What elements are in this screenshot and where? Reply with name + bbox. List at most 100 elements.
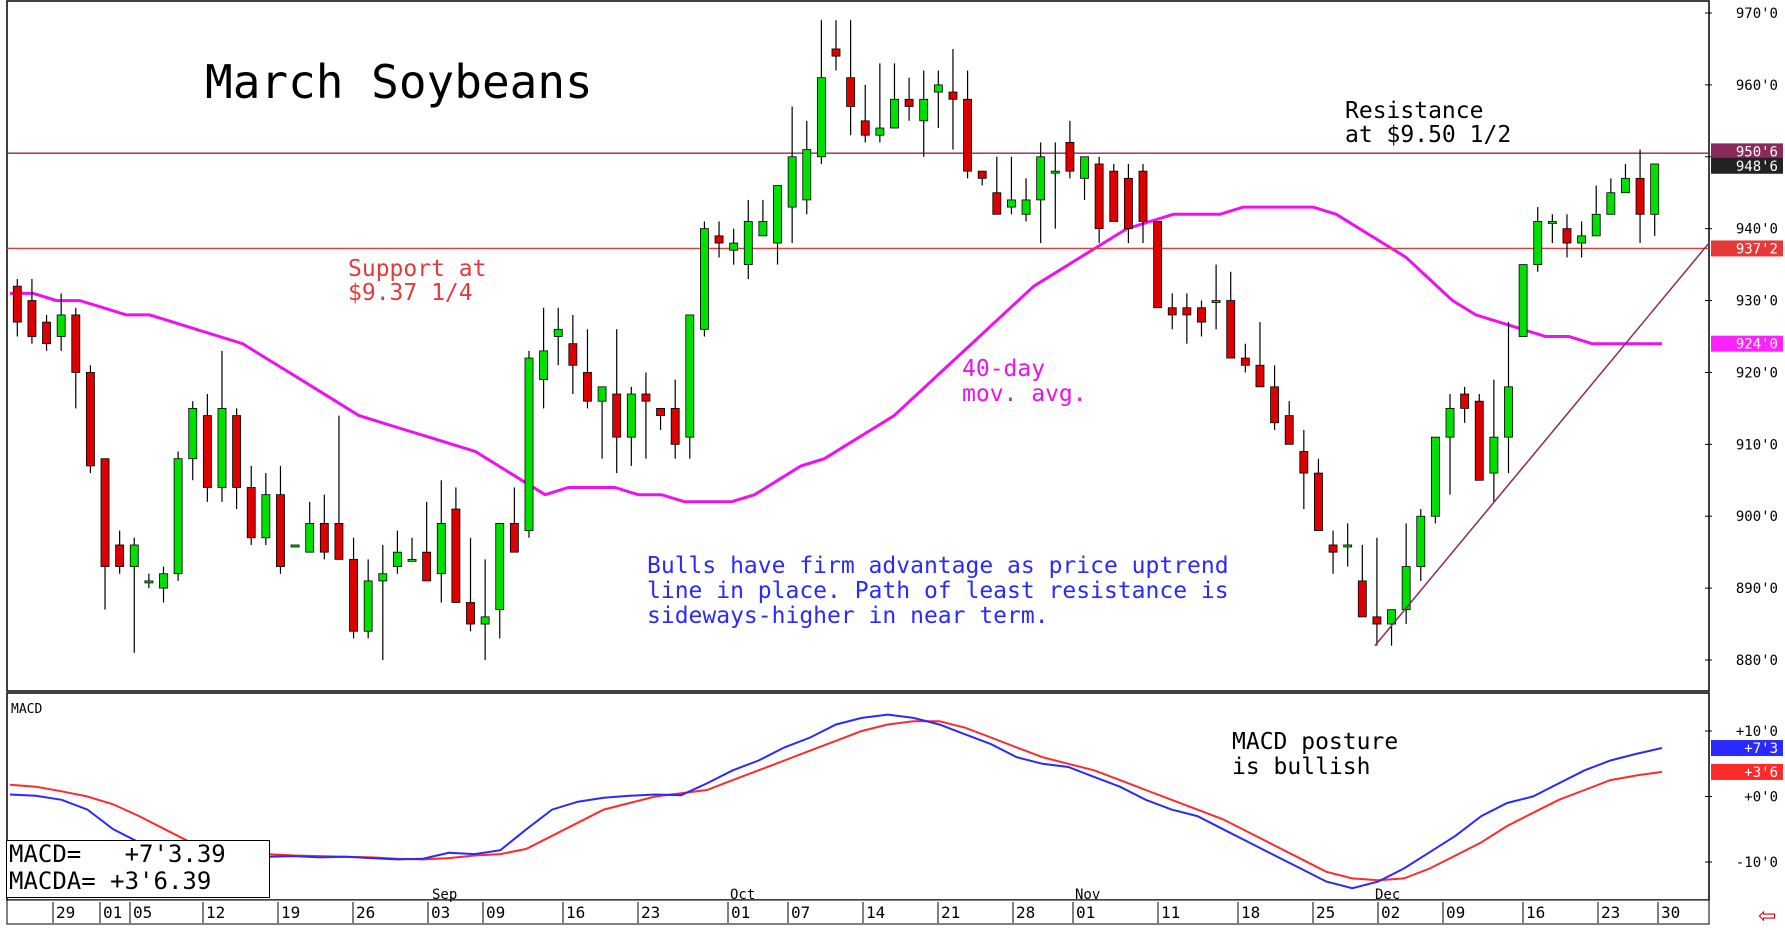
date-tick-label: 16 — [566, 903, 585, 922]
candle-body — [392, 551, 402, 567]
scroll-left-arrow-icon[interactable]: ⇦ — [1758, 904, 1777, 929]
candle-body — [1299, 451, 1309, 474]
candle-body — [1036, 156, 1046, 201]
candle-body — [948, 91, 958, 100]
price-tag-label: 924'0 — [1736, 337, 1778, 353]
candle-body — [1138, 170, 1148, 222]
candle-body — [305, 523, 315, 553]
macd-line — [9, 713, 1663, 890]
candle-body — [1635, 177, 1645, 215]
macd-tick-label: -10'0 — [1736, 855, 1778, 871]
candle-body — [1460, 393, 1470, 409]
candle-body — [1401, 566, 1411, 611]
uptrend-line — [1374, 242, 1710, 647]
date-tick-label: 11 — [1161, 903, 1180, 922]
price-tick-label: 890'0 — [1736, 581, 1778, 597]
comment-line-2: line in place. Path of least resistance … — [647, 578, 1229, 604]
candle-body — [1211, 300, 1221, 303]
candle-body — [319, 523, 329, 553]
candle-body — [1504, 386, 1513, 438]
date-tick-label: 16 — [1526, 903, 1545, 922]
macd-tag-label: +7'3 — [1744, 741, 1778, 757]
candle-body — [1226, 300, 1236, 359]
date-tick-label: 29 — [56, 903, 75, 922]
date-tick-label: 14 — [866, 903, 885, 922]
candle-body — [1240, 357, 1250, 366]
date-tick-label: 23 — [641, 903, 660, 922]
candle-body — [129, 544, 139, 567]
candle-body — [816, 77, 826, 158]
candle-body — [992, 192, 1002, 215]
candle-body — [700, 228, 709, 330]
candle-body — [714, 235, 724, 244]
candle-body — [159, 573, 168, 589]
macd-tick-label: +0'0 — [1744, 790, 1778, 806]
macd-annotation-2: is bullish — [1232, 754, 1370, 780]
candle-body — [422, 551, 432, 582]
macda-readout: MACDA= +3'6.39 — [9, 867, 212, 895]
candle-body — [480, 616, 490, 625]
candle-body — [656, 407, 665, 416]
resistance-label-1: Resistance — [1345, 98, 1483, 124]
candle-body — [1094, 163, 1104, 230]
candle-body — [12, 285, 22, 323]
candle-body — [217, 407, 227, 488]
candle-body — [1562, 228, 1572, 244]
candle-body — [875, 127, 885, 136]
candle-body — [407, 558, 417, 562]
candle-body — [349, 558, 358, 632]
date-axis: 29 01 05 12 19 26 03 09 16 23 01 07 14 21 28 01 11 18 25 02… — [52, 887, 1680, 923]
macd-tag-bg — [1711, 740, 1783, 757]
price-tag-label: 950'6 — [1736, 144, 1778, 160]
ma-label-1: 40-day — [962, 356, 1045, 382]
candle-body — [919, 98, 929, 122]
price-tag-label: 948'6 — [1736, 159, 1778, 175]
candle-body — [612, 393, 622, 438]
candle-body — [27, 300, 37, 337]
support-resistance-lines — [7, 152, 1709, 250]
candle-body — [246, 487, 256, 539]
candlesticks — [12, 20, 1660, 660]
candle-body — [85, 372, 95, 467]
date-tick-label: 01 — [731, 903, 750, 922]
resistance-label-2: at $9.50 1/2 — [1345, 122, 1511, 148]
price-tag-bg — [1711, 143, 1783, 160]
candle-body — [758, 221, 768, 237]
candle-body — [963, 98, 972, 172]
candle-body — [641, 393, 651, 402]
date-tick-label: 05 — [133, 903, 152, 922]
candle-body — [802, 149, 812, 201]
candle-body — [1109, 170, 1119, 222]
candle-body — [363, 580, 373, 632]
date-tick-label: 07 — [791, 903, 810, 922]
candle-body — [1167, 307, 1177, 316]
candle-body — [597, 386, 607, 402]
candle-body — [56, 314, 66, 337]
candle-body — [1387, 609, 1396, 625]
candle-body — [451, 508, 461, 603]
candle-body — [846, 77, 856, 107]
price-tick-label: 920'0 — [1736, 365, 1778, 381]
candle-body — [568, 343, 578, 366]
candle-body — [1153, 221, 1163, 309]
price-tick-label: 880'0 — [1736, 653, 1778, 669]
chart-title: March Soybeans — [205, 55, 593, 109]
candle-body — [509, 523, 519, 553]
date-tick-label: 21 — [941, 903, 960, 922]
candle-body — [1621, 177, 1630, 194]
candle-body — [173, 458, 183, 575]
candle-body — [1270, 386, 1280, 424]
candle-body — [1430, 436, 1440, 517]
candle-body — [670, 407, 680, 445]
candle-body — [773, 185, 782, 244]
candle-body — [1284, 415, 1294, 445]
price-tag-bg — [1711, 335, 1783, 352]
candle-body — [1065, 141, 1075, 172]
date-tick-label: 30 — [1661, 903, 1680, 922]
candle-body — [977, 170, 987, 179]
candle-body — [290, 544, 300, 548]
candle-body — [495, 523, 505, 611]
date-tick-label: 09 — [1446, 903, 1465, 922]
support-label-1: Support at — [348, 256, 486, 282]
